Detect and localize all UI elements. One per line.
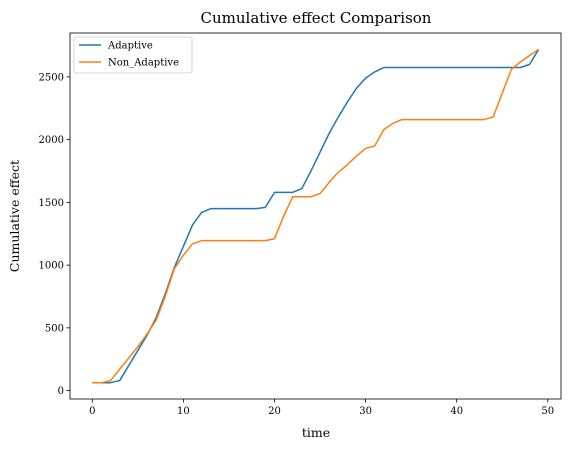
x-tick-label: 10 <box>177 406 190 417</box>
y-axis: 0 500 1000 1500 2000 2500 <box>39 72 70 397</box>
x-tick-label: 50 <box>541 406 554 417</box>
series-lines <box>92 48 540 384</box>
y-tick-label: 1000 <box>39 261 64 272</box>
y-axis-label: Cumulative effect <box>7 160 22 272</box>
y-tick-label: 1500 <box>39 198 64 209</box>
legend-label-non-adaptive: Non_Adaptive <box>108 58 179 69</box>
plot-area: 0 10 20 30 40 50 0 500 1000 1500 2000 2500 <box>39 32 562 417</box>
x-tick-label: 40 <box>450 406 463 417</box>
y-tick-label: 2500 <box>39 72 64 83</box>
series-line-non-adaptive <box>92 48 540 384</box>
legend: Adaptive Non_Adaptive <box>73 36 193 74</box>
x-axis-label: time <box>302 425 330 440</box>
y-tick-label: 500 <box>45 323 64 334</box>
x-axis: 0 10 20 30 40 50 <box>89 399 554 417</box>
x-tick-label: 20 <box>268 406 281 417</box>
legend-frame <box>73 36 193 74</box>
legend-label-adaptive: Adaptive <box>107 41 153 52</box>
chart-title: Cumulative effect Comparison <box>201 9 432 27</box>
x-tick-label: 30 <box>359 406 372 417</box>
axes-frame <box>69 32 562 400</box>
x-tick-label: 0 <box>89 406 95 417</box>
y-tick-label: 2000 <box>39 135 64 146</box>
y-tick-label: 0 <box>58 386 64 397</box>
